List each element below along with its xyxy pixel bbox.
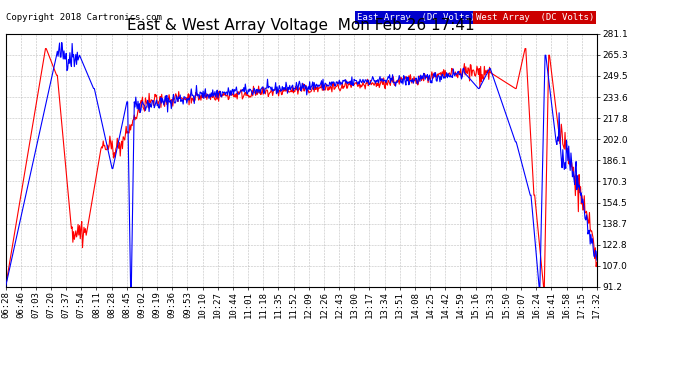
Text: East Array  (DC Volts): East Array (DC Volts) <box>357 13 475 22</box>
Title: East & West Array Voltage  Mon Feb 26 17:41: East & West Array Voltage Mon Feb 26 17:… <box>128 18 475 33</box>
Text: West Array  (DC Volts): West Array (DC Volts) <box>475 13 594 22</box>
Text: Copyright 2018 Cartronics.com: Copyright 2018 Cartronics.com <box>6 13 161 22</box>
